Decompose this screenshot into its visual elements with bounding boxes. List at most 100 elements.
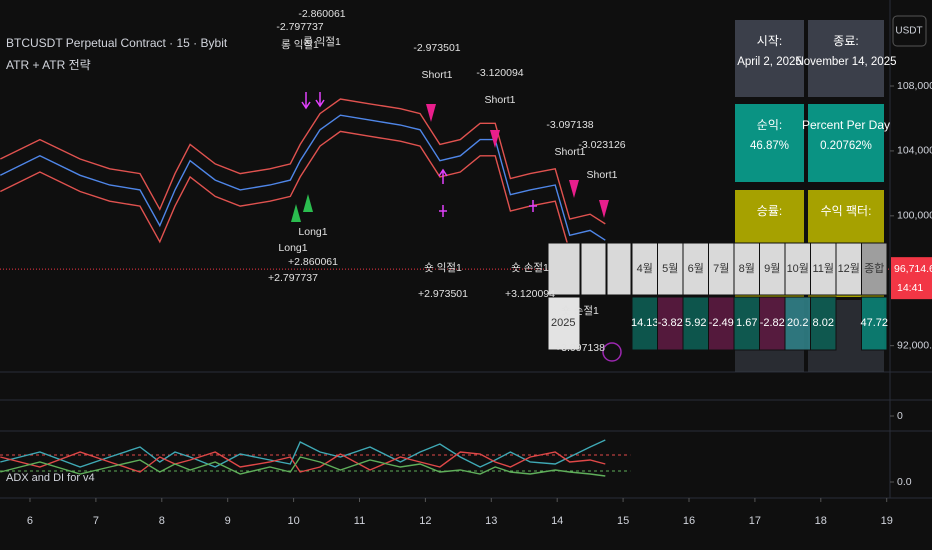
stat-value: 46.87% bbox=[750, 140, 789, 152]
stat-value: November 14, 2025 bbox=[795, 56, 896, 68]
exit-arrows bbox=[301, 92, 537, 217]
trade-label: 숏 손절1 bbox=[511, 261, 549, 274]
table-value: 5.92 bbox=[685, 317, 706, 329]
table-header: 9월 bbox=[764, 262, 780, 275]
x-tick-label: 14 bbox=[551, 515, 563, 527]
currency[interactable]: USDT bbox=[895, 26, 922, 37]
table-header-cell bbox=[580, 242, 607, 296]
table-value: 14.13 bbox=[631, 317, 659, 329]
table-value: 20.2 bbox=[787, 317, 808, 329]
x-tick-label: 16 bbox=[683, 515, 695, 527]
stat-label: Percent Per Day bbox=[802, 118, 890, 132]
trade-label: Long1 bbox=[278, 242, 307, 254]
stat-card bbox=[808, 104, 884, 182]
symbol-title: BTCUSDT Perpetual Contract · 15 · Bybit bbox=[6, 36, 228, 50]
trade-label: -2.797737 bbox=[276, 21, 323, 33]
x-tick-label: 11 bbox=[354, 515, 365, 527]
table-value: 8.02 bbox=[813, 317, 834, 329]
trade-label: 숏 익절1 bbox=[424, 261, 462, 274]
series-line bbox=[0, 98, 606, 225]
table-header: 4월 bbox=[637, 262, 653, 275]
table-value: -2.49 bbox=[709, 317, 734, 329]
series-line bbox=[0, 130, 606, 257]
table-header-cell bbox=[759, 242, 786, 296]
stat-card bbox=[735, 104, 804, 182]
short-marker bbox=[490, 130, 500, 148]
y-tick-label: 0 bbox=[897, 410, 903, 422]
trade-label: +2.860061 bbox=[288, 256, 338, 268]
table-year: 2025 bbox=[551, 317, 575, 329]
table-value-cell bbox=[657, 296, 684, 351]
table-header: 종합 bbox=[864, 262, 884, 275]
last-price: 96,714.6 bbox=[894, 263, 932, 275]
trade-label: -3.097138 bbox=[546, 119, 593, 131]
table-value: 47.72 bbox=[860, 317, 888, 329]
indicator-title: ADX and DI for v4 bbox=[6, 472, 95, 484]
x-tick-label: 12 bbox=[419, 515, 431, 527]
trade-label: Short1 bbox=[587, 169, 618, 181]
x-tick-label: 15 bbox=[617, 515, 629, 527]
stat-label: 시작: bbox=[757, 34, 782, 48]
trade-label: 롱 익절1 bbox=[303, 35, 341, 48]
table-value-cell bbox=[733, 296, 760, 351]
table-header: 8월 bbox=[739, 262, 755, 275]
trade-label: +3.120094 bbox=[505, 288, 555, 300]
trade-label: Short1 bbox=[422, 69, 453, 81]
last-price-box bbox=[891, 257, 932, 300]
table-value-cell bbox=[631, 296, 658, 351]
table-header: 7월 bbox=[713, 262, 729, 275]
strategy-name: ATR + ATR 전략 bbox=[6, 58, 91, 72]
x-tick-label: 7 bbox=[93, 515, 99, 527]
alert-icon[interactable] bbox=[602, 342, 622, 362]
trade-label: Short1 bbox=[485, 94, 516, 106]
table-value: -3.82 bbox=[658, 317, 683, 329]
trade-label: 롱 익절1 bbox=[281, 38, 319, 51]
table-value-cell bbox=[784, 296, 811, 351]
trade-label: +2.797737 bbox=[268, 272, 318, 284]
long-marker bbox=[303, 194, 313, 212]
short-marker bbox=[599, 200, 609, 218]
stat-label: 승률: bbox=[757, 204, 782, 218]
trade-label: +3.097138 bbox=[555, 342, 605, 354]
table-value: 1.67 bbox=[736, 317, 757, 329]
x-tick-label: 8 bbox=[159, 515, 165, 527]
table-header-cell bbox=[657, 242, 684, 296]
stat-label: 종료: bbox=[833, 34, 858, 48]
trade-label: -3.023126 bbox=[578, 139, 625, 151]
y-tick-label: 100,000.0 bbox=[897, 210, 932, 222]
y-tick-label: 0.0 bbox=[897, 476, 912, 488]
table-header: 5월 bbox=[662, 262, 678, 275]
table-header: 11월 bbox=[812, 262, 834, 275]
table-value-cell bbox=[810, 296, 837, 351]
table-header-cell bbox=[861, 242, 888, 296]
short-marker bbox=[569, 180, 579, 198]
table-value-cell bbox=[861, 296, 888, 351]
series-line bbox=[0, 456, 606, 477]
table-header-cell bbox=[682, 242, 709, 296]
x-tick-label: 13 bbox=[485, 515, 497, 527]
stat-label: 순익: bbox=[757, 118, 782, 132]
trade-label: -3.120094 bbox=[476, 67, 523, 79]
table-header: 10월 bbox=[787, 262, 809, 275]
short-marker bbox=[426, 104, 436, 122]
x-tick-label: 18 bbox=[815, 515, 827, 527]
y-tick-label: 92,000.0 bbox=[897, 339, 932, 351]
x-tick-label: 19 bbox=[881, 515, 893, 527]
series-line bbox=[0, 439, 606, 468]
table-value-cell bbox=[759, 296, 786, 351]
x-tick-label: 10 bbox=[287, 515, 299, 527]
stat-label: 수익 팩터: bbox=[821, 204, 872, 218]
stat-card bbox=[735, 20, 804, 97]
trade-label: Short1 bbox=[555, 146, 586, 158]
y-tick-label: 108,000.0 bbox=[897, 80, 932, 92]
currency-box[interactable] bbox=[892, 15, 927, 47]
stat-card bbox=[808, 20, 884, 97]
table-value: -2.82 bbox=[760, 317, 785, 329]
trade-label: -2.973501 bbox=[413, 42, 460, 54]
stat-value: 0.20762% bbox=[820, 140, 872, 152]
table-header-cell bbox=[606, 242, 632, 296]
y-tick-label: 104,000.0 bbox=[897, 145, 932, 157]
stat-value: April 2, 2025 bbox=[737, 56, 802, 68]
table-header: 6월 bbox=[688, 262, 704, 275]
